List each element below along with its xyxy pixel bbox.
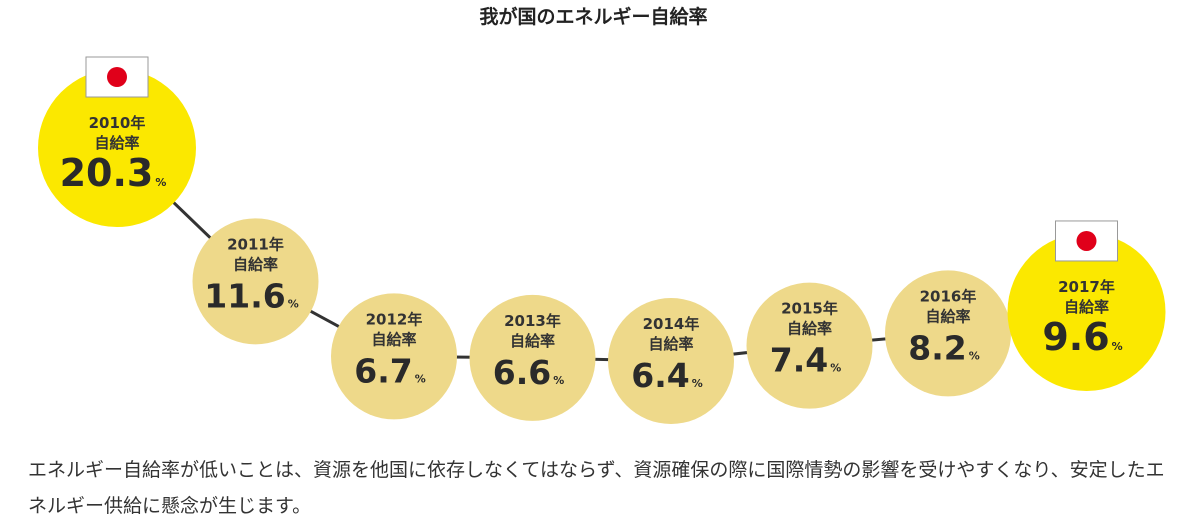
year-label: 2016年 xyxy=(920,287,977,305)
unit-label: % xyxy=(415,372,426,385)
data-circle xyxy=(1007,232,1166,391)
value-label: 20.3% xyxy=(60,151,167,195)
rate-label: 自給率 xyxy=(94,134,139,152)
unit-label: % xyxy=(969,349,980,362)
unit-label: % xyxy=(288,297,299,310)
caption-text: エネルギー自給率が低いことは、資源を他国に依存しなくてはならず、資源確保の際に国… xyxy=(28,459,1165,517)
year-label: 2010年 xyxy=(89,114,146,132)
rate-label: 自給率 xyxy=(1064,298,1109,316)
value-label: 11.6% xyxy=(204,276,298,315)
data-circle xyxy=(192,218,319,345)
rate-label: 自給率 xyxy=(648,335,693,353)
japan-flag-icon xyxy=(1055,220,1118,262)
year-label: 2013年 xyxy=(504,312,561,330)
year-label: 2012年 xyxy=(366,310,423,328)
data-circle xyxy=(746,282,873,409)
data-circle xyxy=(608,298,734,424)
rate-label: 自給率 xyxy=(787,320,832,338)
year-label: 2015年 xyxy=(781,300,838,318)
rate-label: 自給率 xyxy=(371,330,416,348)
unit-label: % xyxy=(692,377,703,390)
data-circle xyxy=(38,69,196,227)
rate-label: 自給率 xyxy=(510,332,555,350)
unit-label: % xyxy=(830,362,841,375)
unit-label: % xyxy=(155,176,166,189)
unit-label: % xyxy=(1112,340,1123,353)
data-circle xyxy=(885,270,1011,397)
rate-label: 自給率 xyxy=(233,255,278,273)
rate-label: 自給率 xyxy=(925,307,970,325)
value-label: 9.6% xyxy=(1042,315,1122,359)
data-circle xyxy=(331,293,457,420)
unit-label: % xyxy=(553,374,564,387)
data-circle xyxy=(469,294,596,421)
year-label: 2014年 xyxy=(643,315,700,333)
year-label: 2011年 xyxy=(227,235,284,253)
chart-title: 我が国のエネルギー自給率 xyxy=(479,6,708,28)
japan-flag-icon xyxy=(85,56,149,98)
year-label: 2017年 xyxy=(1058,278,1115,296)
